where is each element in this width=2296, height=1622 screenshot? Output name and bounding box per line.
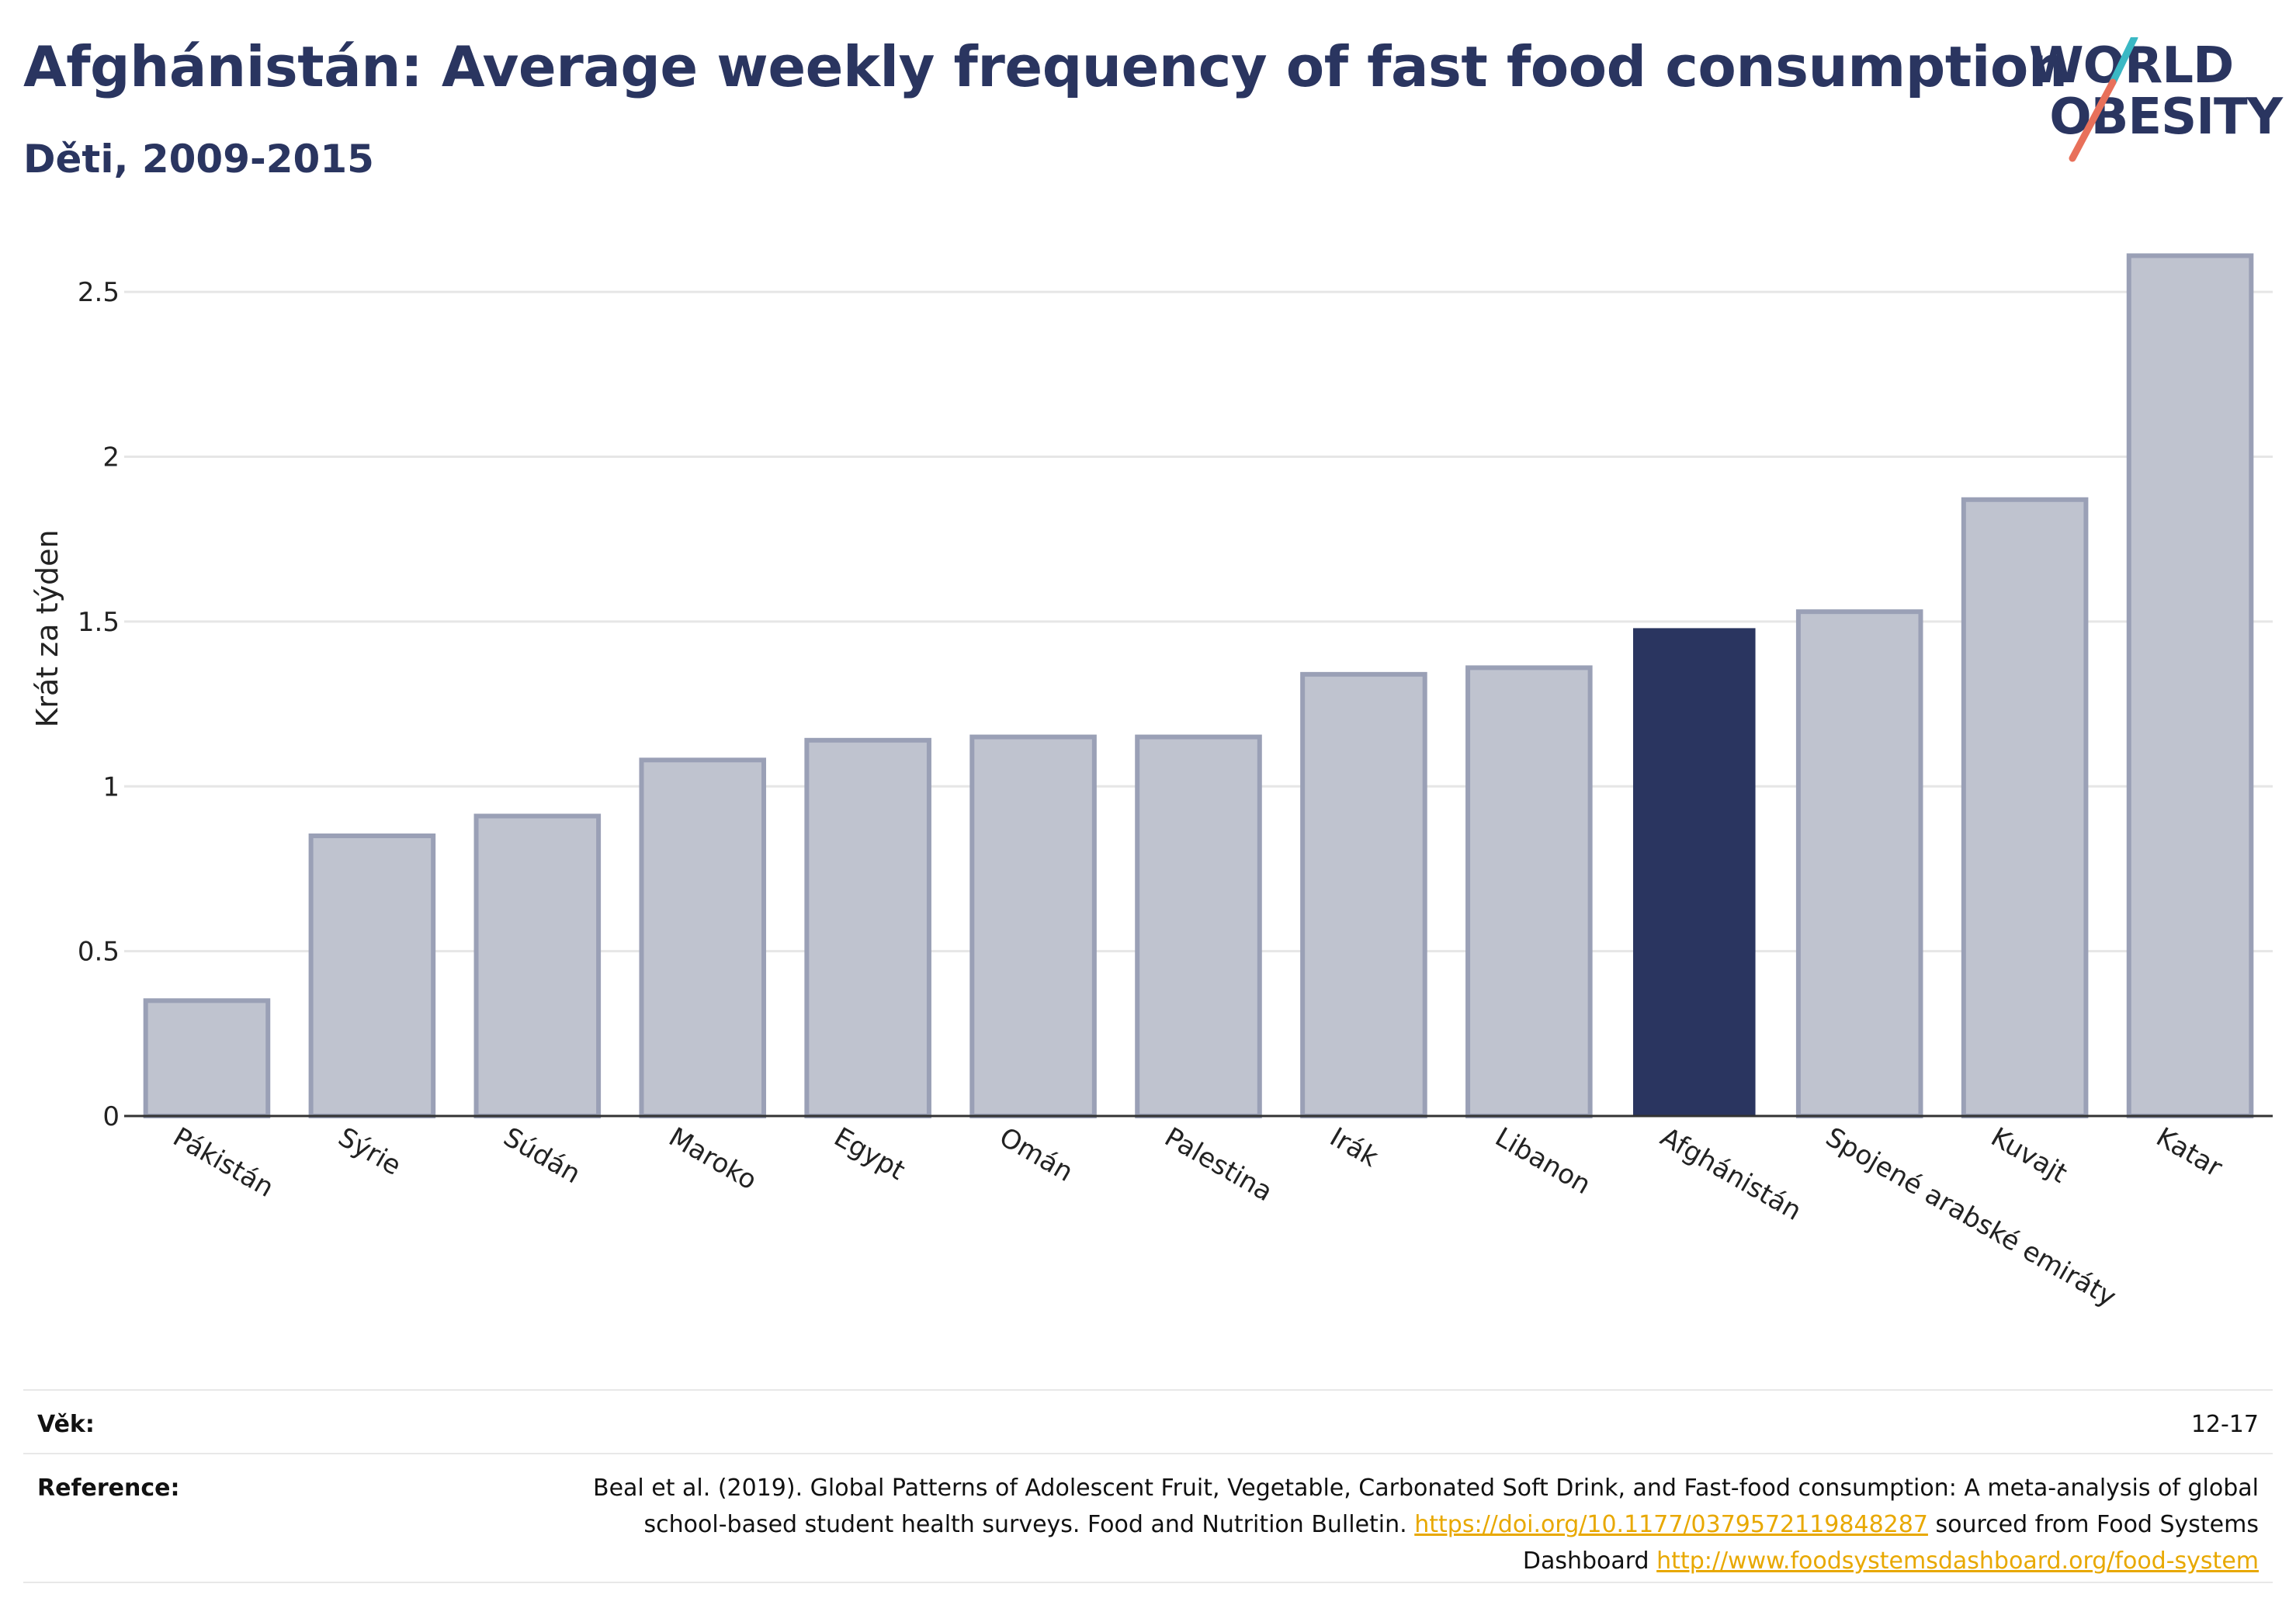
reference-doi-link[interactable]: https://doi.org/10.1177/0379572119848287: [1414, 1511, 1928, 1538]
chart-subtitle: Děti, 2009-2015: [23, 137, 374, 182]
x-axis: Pákistán Sýrie Súdán Maroko Egypt Omán Palesti…: [124, 1114, 2273, 1313]
logo-text-obesity: OBESITY: [2049, 88, 2283, 146]
bar-chart: Pákistán Sýrie Súdán Maroko Egypt Omán Palesti…: [30, 253, 2273, 1313]
bar-3[interactable]: [639, 757, 767, 1118]
reference-dashboard-link[interactable]: http://www.foodsystemsdashboard.org/food…: [1656, 1547, 2259, 1575]
footer-divider: [23, 1389, 2273, 1391]
x-tick-label: Kuvajt: [1986, 1121, 2072, 1190]
bar-1[interactable]: [308, 833, 436, 1118]
footer-divider: [23, 1453, 2273, 1454]
x-tick-label: Palestina: [1160, 1121, 1278, 1208]
bar-12[interactable]: [2126, 253, 2254, 1119]
y-tick-label: 1: [102, 771, 120, 802]
logo-slash-icon: [2069, 37, 2138, 162]
footer-divider: [23, 1582, 2273, 1583]
world-obesity-logo[interactable]: WORLD OBESITY: [2026, 37, 2283, 169]
reference-label: Reference:: [37, 1475, 180, 1502]
x-tick-label: Egypt: [829, 1121, 910, 1187]
bar-10[interactable]: [1795, 609, 1923, 1118]
bars: [143, 253, 2254, 1119]
x-tick-label: Afghánistán: [1655, 1121, 1806, 1227]
x-tick-label: Irák: [1324, 1121, 1383, 1173]
bar-6[interactable]: [1135, 734, 1262, 1119]
reference-text: Beal et al. (2019). Global Patterns of A…: [551, 1470, 2259, 1579]
bar-9[interactable]: [1632, 628, 1756, 1116]
bar-7[interactable]: [1300, 671, 1427, 1118]
y-tick-label: 0: [102, 1101, 120, 1132]
y-tick-label: 2.5: [78, 277, 120, 308]
age-value: 12-17: [2190, 1411, 2259, 1438]
x-tick-label: Spojené arabské emiráty: [1820, 1121, 2121, 1313]
bar-0[interactable]: [143, 998, 271, 1118]
y-axis: 0 0.5 1 1.5 2 2.5: [78, 277, 120, 1132]
x-tick-label: Omán: [994, 1121, 1079, 1188]
bar-11[interactable]: [1961, 497, 2089, 1118]
bar-4[interactable]: [804, 737, 931, 1118]
x-tick-label: Katar: [2151, 1121, 2228, 1184]
y-tick-label: 2: [102, 442, 120, 473]
bar-2[interactable]: [473, 813, 602, 1118]
y-tick-label: 0.5: [78, 937, 120, 968]
reference-source: sourced from Food Systems Dashboard: [1522, 1511, 2259, 1575]
bar-5[interactable]: [969, 734, 1097, 1119]
chart-title: Afghánistán: Average weekly frequency of…: [23, 34, 2068, 99]
reference-citation: Beal et al. (2019). Global Patterns of A…: [592, 1475, 2259, 1538]
bar-8[interactable]: [1465, 665, 1593, 1118]
x-tick-label: Sýrie: [333, 1121, 407, 1182]
age-label: Věk:: [37, 1411, 95, 1438]
y-tick-label: 1.5: [78, 607, 120, 638]
x-tick-label: Pákistán: [168, 1121, 279, 1204]
y-axis-label: Krát za týden: [30, 529, 64, 727]
x-tick-label: Súdán: [498, 1121, 586, 1190]
x-tick-label: Maroko: [664, 1121, 762, 1196]
x-tick-label: Libanon: [1490, 1121, 1596, 1201]
